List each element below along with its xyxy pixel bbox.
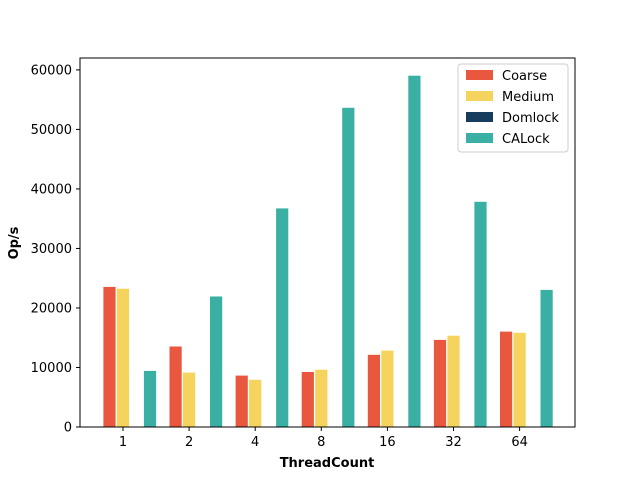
x-tick-label: 8 — [317, 435, 325, 450]
legend-swatch-domlock — [466, 112, 493, 122]
legend-box — [457, 63, 569, 153]
bars-layer — [102, 74, 554, 428]
bar-medium-16 — [380, 349, 395, 428]
legend-swatch-medium — [466, 91, 493, 101]
y-tick-label: 10000 — [31, 361, 72, 376]
bar-medium-8 — [314, 368, 329, 428]
bar-calock-64 — [539, 289, 554, 428]
bar-coarse-64 — [499, 330, 514, 428]
y-tick-label: 0 — [64, 421, 72, 436]
x-tick-label: 2 — [185, 435, 193, 450]
x-axis-label: ThreadCount — [280, 456, 375, 471]
bar-calock-1 — [143, 370, 157, 428]
y-axis-label: Op/s — [7, 226, 22, 259]
bar-calock-16 — [407, 74, 422, 428]
legend-label-coarse: Coarse — [502, 69, 547, 84]
y-tick-label: 30000 — [31, 242, 72, 257]
legend-label-medium: Medium — [502, 90, 554, 105]
x-tick-label: 64 — [511, 435, 528, 450]
bar-medium-2 — [182, 371, 197, 428]
x-tick-label: 32 — [445, 435, 462, 450]
legend: Coarse Medium Domlock CALock — [457, 63, 569, 153]
bar-coarse-2 — [168, 345, 183, 428]
bar-medium-4 — [248, 378, 263, 428]
bar-coarse-8 — [300, 371, 315, 428]
legend-swatch-coarse — [466, 70, 493, 80]
bar-coarse-16 — [366, 353, 381, 428]
legend-label-calock: CALock — [502, 132, 550, 147]
x-tick-label: 1 — [119, 435, 127, 450]
bar-medium-32 — [446, 334, 461, 428]
x-tick-label: 4 — [251, 435, 259, 450]
bar-calock-2 — [209, 295, 224, 428]
legend-label-domlock: Domlock — [502, 111, 559, 126]
bar-medium-1 — [116, 287, 130, 428]
bar-medium-64 — [512, 331, 527, 428]
bar-calock-4 — [275, 207, 290, 428]
bar-coarse-4 — [234, 374, 249, 428]
x-tick-label: 16 — [379, 435, 396, 450]
bar-calock-32 — [473, 200, 488, 428]
plot-frame — [79, 57, 576, 428]
axes-layer: 0 10000 20000 30000 40000 50000 60000 1 2 4 8 16 32 6… — [31, 57, 576, 450]
y-tick-label: 50000 — [31, 123, 72, 138]
y-tick-label: 20000 — [31, 301, 72, 316]
y-tick-label: 40000 — [31, 182, 72, 197]
bar-coarse-32 — [433, 339, 447, 428]
bar-coarse-1 — [102, 286, 117, 428]
legend-swatch-calock — [466, 133, 493, 143]
bar-calock-8 — [341, 107, 356, 428]
y-tick-label: 60000 — [31, 63, 72, 78]
